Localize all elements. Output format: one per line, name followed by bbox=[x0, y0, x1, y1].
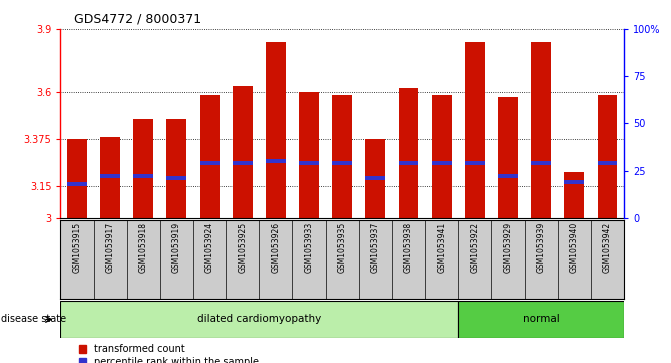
Text: GSM1053918: GSM1053918 bbox=[139, 222, 148, 273]
Bar bbox=[134, 174, 153, 178]
Bar bbox=[465, 42, 484, 218]
Bar bbox=[458, 301, 624, 338]
Text: GSM1053935: GSM1053935 bbox=[338, 222, 347, 273]
Bar bbox=[299, 92, 319, 218]
Bar bbox=[134, 119, 153, 218]
Text: GSM1053941: GSM1053941 bbox=[437, 222, 446, 273]
Text: disease state: disease state bbox=[1, 314, 66, 325]
Text: GSM1053924: GSM1053924 bbox=[205, 222, 214, 273]
Text: normal: normal bbox=[523, 314, 560, 325]
Text: GSM1053942: GSM1053942 bbox=[603, 222, 612, 273]
Text: dilated cardiomyopathy: dilated cardiomyopathy bbox=[197, 314, 321, 325]
Text: GSM1053925: GSM1053925 bbox=[238, 222, 247, 273]
Text: GSM1053929: GSM1053929 bbox=[503, 222, 513, 273]
Bar bbox=[67, 139, 87, 218]
Bar bbox=[200, 161, 219, 165]
Bar bbox=[233, 86, 253, 218]
Text: GSM1053919: GSM1053919 bbox=[172, 222, 181, 273]
Bar bbox=[564, 172, 584, 218]
Text: GSM1053939: GSM1053939 bbox=[537, 222, 546, 273]
Bar bbox=[266, 159, 286, 163]
Bar bbox=[366, 139, 385, 218]
Text: GSM1053938: GSM1053938 bbox=[404, 222, 413, 273]
Bar bbox=[597, 161, 617, 165]
Text: GSM1053937: GSM1053937 bbox=[371, 222, 380, 273]
Bar bbox=[431, 161, 452, 165]
Bar bbox=[166, 176, 187, 180]
Bar bbox=[100, 137, 120, 218]
Bar bbox=[564, 180, 584, 184]
Bar bbox=[200, 95, 219, 218]
Text: GSM1053933: GSM1053933 bbox=[305, 222, 313, 273]
Text: GSM1053915: GSM1053915 bbox=[72, 222, 81, 273]
Bar bbox=[366, 176, 385, 180]
Bar bbox=[531, 42, 551, 218]
Bar bbox=[266, 42, 286, 218]
Bar bbox=[67, 182, 87, 186]
Bar bbox=[597, 95, 617, 218]
Bar bbox=[332, 161, 352, 165]
Bar bbox=[100, 174, 120, 178]
Text: GDS4772 / 8000371: GDS4772 / 8000371 bbox=[74, 12, 201, 25]
Legend: transformed count, percentile rank within the sample: transformed count, percentile rank withi… bbox=[79, 344, 259, 363]
Text: GSM1053917: GSM1053917 bbox=[105, 222, 115, 273]
Bar bbox=[498, 97, 518, 218]
Bar bbox=[465, 161, 484, 165]
Bar bbox=[431, 95, 452, 218]
Bar bbox=[166, 119, 187, 218]
Bar bbox=[233, 161, 253, 165]
Bar bbox=[60, 301, 458, 338]
Bar bbox=[332, 95, 352, 218]
Text: GSM1053940: GSM1053940 bbox=[570, 222, 579, 273]
Bar bbox=[399, 161, 419, 165]
Bar bbox=[399, 88, 419, 218]
Bar bbox=[498, 174, 518, 178]
Bar bbox=[531, 161, 551, 165]
Bar bbox=[299, 161, 319, 165]
Text: GSM1053926: GSM1053926 bbox=[271, 222, 280, 273]
Text: GSM1053922: GSM1053922 bbox=[470, 222, 479, 273]
